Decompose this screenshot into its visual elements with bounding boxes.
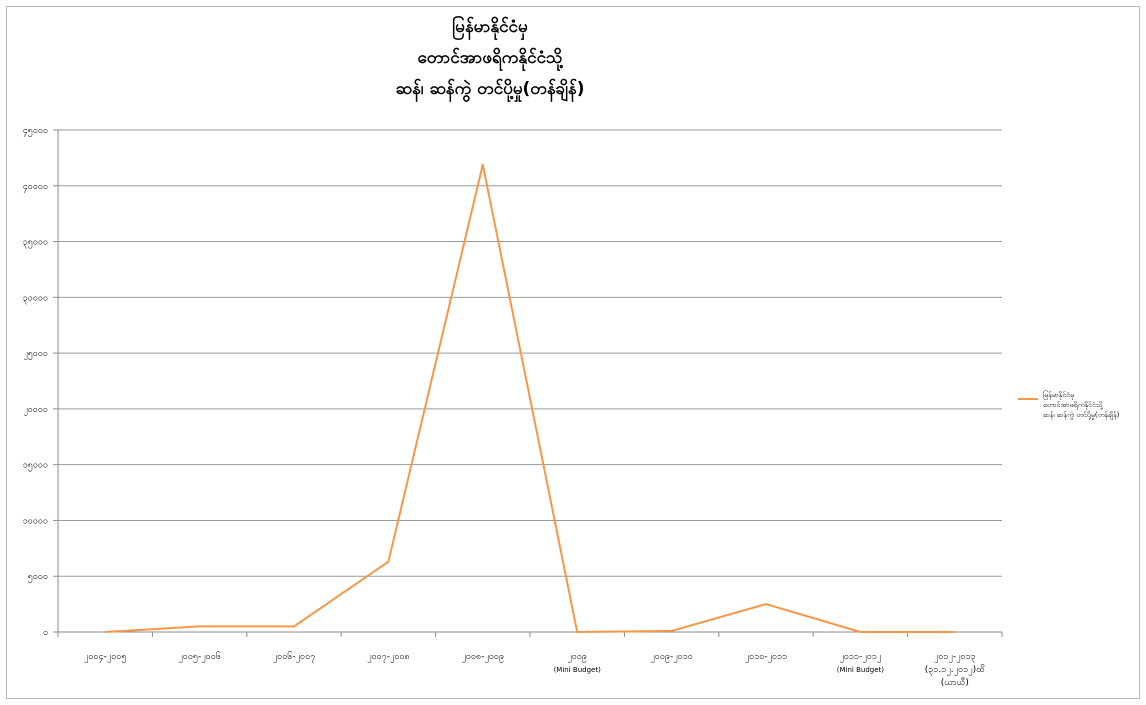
chart-frame bbox=[6, 6, 1140, 699]
x-tick-label: ၂၀၀၉(Mini Budget) bbox=[554, 652, 601, 674]
x-tick-label: ၂၀၀၇-၂၀၀၈ bbox=[367, 652, 410, 663]
y-tick-label: ၄၅၀၀၀ bbox=[23, 126, 48, 137]
chart-title-line-2: တောင်အာဖရိကနိုင်ငံသို့ bbox=[417, 48, 563, 68]
x-tick-label: ၂၀၁၀-၂၀၁၁ bbox=[745, 652, 787, 663]
legend-label-line-3: ဆန်၊ ဆန်ကွဲ တင်ပို့မှု(တန်ချိန်) bbox=[1043, 411, 1120, 419]
y-tick-label: ၀ bbox=[43, 628, 48, 638]
y-tick-label: ၂၀၀၀၀ bbox=[23, 405, 48, 416]
x-tick-label: ၂၀၁၂-၂၀၁၃(၃၁.၁၂.၂၀၁၂)ထိ(ယာယီ) bbox=[925, 652, 985, 688]
x-tick-label: ၂၀၀၈-၂၀၀၉ bbox=[462, 652, 505, 663]
y-tick-label: ၃၅၀၀၀ bbox=[23, 238, 48, 249]
x-tick-label: ၂၀၀၉-၂၀၁၀ bbox=[650, 652, 692, 663]
x-tick-label: ၂၀၀၆-၂၀၀၇ bbox=[273, 651, 315, 663]
y-tick-label: ၂၅၀၀၀ bbox=[23, 349, 48, 360]
legend-label-line-1: မြန်မာနိုင်ငံမှ bbox=[1043, 391, 1075, 399]
y-tick-label: ၅၀၀၀ bbox=[28, 572, 48, 583]
x-tick-label: ၂၀၀၄-၂၀၀၅ bbox=[84, 652, 126, 663]
chart-title: မြန်မာနိုင်ငံမှ တောင်အာဖရိကနိုင်ငံသို့ ဆ… bbox=[300, 12, 680, 105]
series-line bbox=[105, 163, 955, 633]
legend-swatch bbox=[1018, 398, 1038, 400]
x-tick-label: ၂၀၀၅-၂၀၀၆ bbox=[178, 651, 220, 663]
y-tick-label: ၁၀၀၀၀ bbox=[23, 516, 48, 526]
y-tick-label: ၄၀၀၀၀ bbox=[23, 182, 48, 193]
x-tick-label: ၂၀၁၁-၂၀၁၂(Mini Budget) bbox=[837, 652, 884, 674]
chart-title-line-1: မြန်မာနိုင်ငံမှ bbox=[452, 17, 528, 37]
y-tick-label: ၃၀၀၀၀ bbox=[23, 293, 48, 304]
y-tick-label: ၁၅၀၀၀ bbox=[23, 461, 48, 472]
legend-label: မြန်မာနိုင်ငံမှ တောင်အာဖရိကနိုင်ငံသို့ ဆ… bbox=[1043, 390, 1146, 420]
chart-title-line-3: ဆန်၊ ဆန်ကွဲ တင်ပို့မှု(တန်ချိန်) bbox=[395, 79, 585, 99]
legend-label-line-2: တောင်အာဖရိကနိုင်ငံသို့ bbox=[1043, 401, 1103, 409]
